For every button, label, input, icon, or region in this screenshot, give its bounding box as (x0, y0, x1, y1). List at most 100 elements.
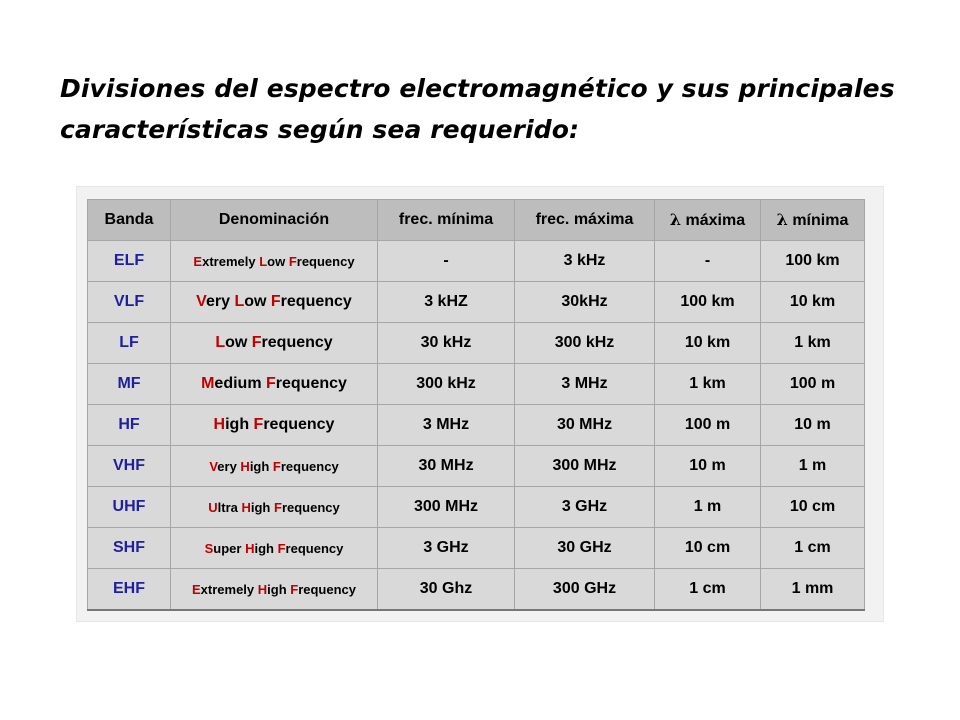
table-row: HF High Frequency 3 MHz 30 MHz 100 m 10 m (87, 404, 865, 446)
freq-min-cell: 30 kHz (377, 322, 515, 364)
band-cell: VLF (87, 281, 171, 323)
header-lambda-min-label: mínima (792, 212, 849, 229)
initial-letter: H (257, 581, 268, 597)
freq-max-cell: 3 MHz (514, 363, 655, 405)
name-text: requency (281, 499, 340, 515)
name-text: edium (214, 375, 266, 392)
initial-letter: H (241, 499, 251, 515)
freq-max-cell: 300 MHz (514, 445, 655, 487)
freq-min-cell: 300 kHz (377, 363, 515, 405)
table-row: EHF Extremely High Frequency 30 Ghz 300 GHz… (87, 568, 865, 611)
table-row: MF Medium Frequency 300 kHz 3 MHz 1 km 100 m (87, 363, 865, 405)
table-row: ELF Extremely Low Frequency -3 kHz -100 km (87, 240, 865, 282)
band-cell: VHF (87, 445, 171, 487)
table-row: VLF Very Low Frequency 3 kHZ 30kHz 100 km 10 … (87, 281, 865, 323)
denomination-cell: Very High Frequency (170, 445, 378, 487)
initial-letter: F (270, 293, 281, 310)
lambda-symbol: λ (669, 210, 682, 229)
table-body: ELF Extremely Low Frequency -3 kHz -100 km V… (87, 240, 865, 611)
freq-max-cell: 30 GHz (514, 527, 655, 569)
lambda-min-cell: 10 km (760, 281, 865, 323)
lambda-min-cell: 1 m (760, 445, 865, 487)
lambda-min-cell: 10 m (760, 404, 865, 446)
lambda-max-cell: 1 cm (654, 568, 761, 611)
lambda-max-cell: 100 km (654, 281, 761, 323)
band-cell: SHF (87, 527, 171, 569)
name-text: requency (261, 334, 333, 351)
lambda-max-cell: 10 cm (654, 527, 761, 569)
name-text: requency (275, 375, 347, 392)
initial-letter: F (288, 253, 297, 269)
table-header-row: Banda Denominación frec. mínima frec. má… (87, 199, 865, 241)
initial-letter: F (253, 416, 264, 433)
name-text: ow (225, 334, 252, 351)
name-text: igh (250, 499, 274, 515)
denomination-cell: Very Low Frequency (170, 281, 378, 323)
lambda-min-cell: 10 cm (760, 486, 865, 528)
name-text: requency (280, 458, 339, 474)
name-text: requency (280, 293, 352, 310)
initial-letter: V (196, 293, 206, 310)
header-freq-min: frec. mínima (377, 199, 515, 241)
table-row: UHF Ultra High Frequency 300 MHz 3 GHz 1 m 10… (87, 486, 865, 528)
name-text: xtremely (202, 253, 260, 269)
table-row: SHF Super High Frequency 3 GHz 30 GHz 10 cm 1… (87, 527, 865, 569)
denomination-cell: Low Frequency (170, 322, 378, 364)
initial-letter: H (240, 458, 250, 474)
name-text: ow (244, 293, 271, 310)
spectrum-table: Banda Denominación frec. mínima frec. má… (87, 199, 865, 611)
denomination-cell: Super High Frequency (170, 527, 378, 569)
freq-min-cell: 3 GHz (377, 527, 515, 569)
lambda-min-cell: 1 cm (760, 527, 865, 569)
freq-min-cell: 3 kHZ (377, 281, 515, 323)
initial-letter: H (213, 416, 226, 433)
header-lambda-max-label: máxima (685, 212, 746, 229)
freq-max-cell: 3 kHz (514, 240, 655, 282)
lambda-symbol: λ (776, 210, 788, 229)
denomination-cell: Medium Frequency (170, 363, 378, 405)
freq-max-cell: 300 kHz (514, 322, 655, 364)
freq-max-cell: 30 MHz (514, 404, 655, 446)
header-name: Denominación (170, 199, 378, 241)
denomination-cell: High Frequency (170, 404, 378, 446)
band-cell: UHF (87, 486, 171, 528)
lambda-max-cell: 1 m (654, 486, 761, 528)
name-text: igh (267, 581, 291, 597)
lambda-max-cell: 10 km (654, 322, 761, 364)
lambda-max-cell: - (654, 240, 761, 282)
lambda-min-cell: 1 km (760, 322, 865, 364)
initial-letter: F (265, 375, 276, 392)
denomination-cell: Extremely Low Frequency (170, 240, 378, 282)
initial-letter: F (273, 499, 282, 515)
lambda-min-cell: 100 km (760, 240, 865, 282)
header-band: Banda (87, 199, 171, 241)
slide-title: Divisiones del espectro electromagnético… (60, 74, 895, 144)
lambda-min-cell: 1 mm (760, 568, 865, 611)
initial-letter: E (191, 581, 201, 597)
name-text: requency (263, 416, 335, 433)
band-cell: LF (87, 322, 171, 364)
initial-letter: F (290, 581, 299, 597)
name-text: requency (285, 540, 344, 556)
lambda-max-cell: 10 m (654, 445, 761, 487)
freq-max-cell: 3 GHz (514, 486, 655, 528)
name-text: ow (267, 253, 289, 269)
band-cell: ELF (87, 240, 171, 282)
initial-letter: E (193, 253, 203, 269)
denomination-cell: Ultra High Frequency (170, 486, 378, 528)
header-freq-max: frec. máxima (514, 199, 655, 241)
lambda-min-cell: 100 m (760, 363, 865, 405)
band-cell: MF (87, 363, 171, 405)
initial-letter: L (259, 253, 268, 269)
lambda-max-cell: 1 km (654, 363, 761, 405)
initial-letter: F (251, 334, 262, 351)
initial-letter: L (234, 293, 245, 310)
header-lambda-max: λ máxima (654, 199, 761, 241)
initial-letter: H (245, 540, 255, 556)
name-text: requency (298, 581, 357, 597)
band-cell: HF (87, 404, 171, 446)
initial-letter: F (277, 540, 286, 556)
name-text: ery (205, 293, 235, 310)
initial-letter: F (272, 458, 281, 474)
